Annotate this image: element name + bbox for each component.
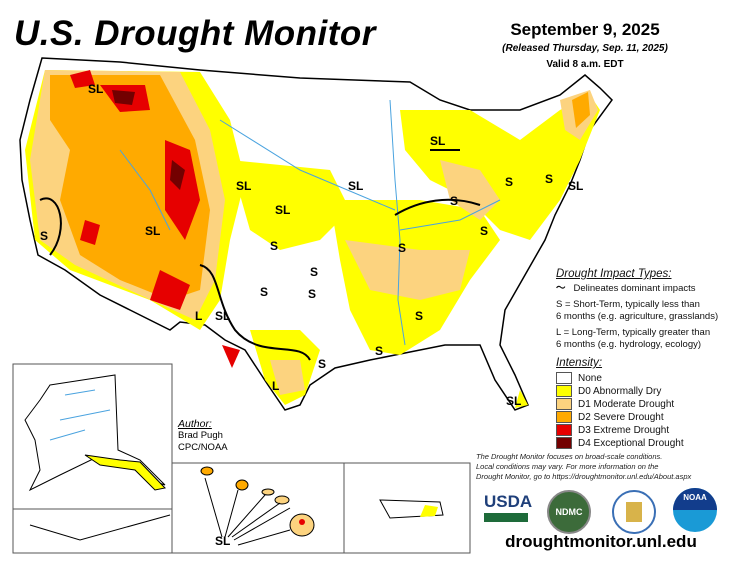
legend-item-d1: D1 Moderate Drought <box>556 398 718 411</box>
impact-label: SL <box>88 82 103 96</box>
impact-label: L <box>195 309 202 323</box>
impact-label: S <box>40 229 48 243</box>
impact-label: S <box>270 239 278 253</box>
long-term-text-1: L = Long-Term, typically greater than <box>556 327 711 338</box>
impact-label: S <box>375 344 383 358</box>
legend: Drought Impact Types: 〜 Delineates domina… <box>556 268 718 450</box>
valid-time: Valid 8 a.m. EDT <box>546 59 624 70</box>
swatch <box>556 411 572 424</box>
intensity-heading: Intensity: <box>556 357 603 369</box>
puerto-rico-inset <box>343 462 471 554</box>
noaa-logo: NOAA <box>673 488 717 532</box>
legend-label: D4 Exceptional Drought <box>578 438 684 449</box>
legend-item-d3: D3 Extreme Drought <box>556 424 718 437</box>
author-heading: Author: <box>178 418 212 430</box>
legend-label: D0 Abnormally Dry <box>578 386 662 397</box>
impact-label: SL <box>145 224 160 238</box>
impact-label: S <box>545 172 553 186</box>
boundary-line-icon: 〜 <box>556 283 566 294</box>
author-org: CPC/NOAA <box>178 442 228 453</box>
impact-label: SL <box>236 179 251 193</box>
author-name: Brad Pugh <box>178 430 223 441</box>
disclaimer-line: The Drought Monitor focuses on broad-sca… <box>476 452 663 461</box>
d4-areas <box>112 90 185 190</box>
impact-label: S <box>450 194 458 208</box>
impact-label: S <box>260 285 268 299</box>
website-url[interactable]: droughtmonitor.unl.edu <box>505 532 697 551</box>
impact-label: SL <box>430 134 445 148</box>
legend-label: None <box>578 373 602 384</box>
legend-item-d4: D4 Exceptional Drought <box>556 437 718 450</box>
release-date: (Released Thursday, Sep. 11, 2025) <box>502 43 668 54</box>
impact-label: SL <box>215 534 230 548</box>
impact-label: S <box>308 287 316 301</box>
legend-label: D3 Extreme Drought <box>578 425 670 436</box>
aleutians-inset <box>12 508 173 554</box>
commerce-seal-logo <box>612 490 656 534</box>
usda-logo: USDA <box>484 492 532 522</box>
legend-item-d2: D2 Severe Drought <box>556 411 718 424</box>
map-title: U.S. Drought Monitor <box>14 14 376 53</box>
long-term-text-2: 6 months (e.g. hydrology, ecology) <box>556 339 702 350</box>
swatch <box>556 437 572 450</box>
impact-label: SL <box>568 179 583 193</box>
impact-types-heading: Drought Impact Types: <box>556 268 672 280</box>
legend-item-d0: D0 Abnormally Dry <box>556 385 718 398</box>
short-term-text-2: 6 months (e.g. agriculture, grasslands) <box>556 311 719 322</box>
map-date: September 9, 2025 <box>510 20 660 39</box>
ndmc-logo: NDMC <box>547 490 591 534</box>
impact-label: SL <box>215 309 230 323</box>
swatch <box>556 398 572 411</box>
legend-item-none: None <box>556 372 718 385</box>
swatch <box>556 372 572 385</box>
swatch <box>556 424 572 437</box>
impact-label: S <box>415 309 423 323</box>
rivers <box>119 99 501 346</box>
impact-boundary-lines <box>39 149 481 361</box>
usda-logo-text: USDA <box>484 492 533 511</box>
noaa-logo-text: NOAA <box>673 488 717 510</box>
impact-label: L <box>272 379 279 393</box>
d2-areas <box>50 75 590 300</box>
impact-label: S <box>310 265 318 279</box>
author-block: Author: Brad Pugh CPC/NOAA <box>178 418 228 454</box>
impact-label: S <box>398 241 406 255</box>
impact-label: SL <box>275 203 290 217</box>
delineates-row: 〜 Delineates dominant impacts <box>556 283 718 295</box>
impact-label: SL <box>506 394 521 408</box>
short-term-text-1: S = Short-Term, typically less than <box>556 299 700 310</box>
impact-label: S <box>480 224 488 238</box>
disclaimer-line: Drought Monitor, go to https://droughtmo… <box>476 472 692 481</box>
impact-label: S <box>318 357 326 371</box>
disclaimer-line: Local conditions may vary. For more info… <box>476 462 659 471</box>
impact-label: SL <box>348 179 363 193</box>
legend-label: D2 Severe Drought <box>578 412 664 423</box>
impact-label: S <box>505 175 513 189</box>
legend-label: D1 Moderate Drought <box>578 399 675 410</box>
swatch <box>556 385 572 398</box>
disclaimer: The Drought Monitor focuses on broad-sca… <box>476 452 726 482</box>
delineates-text: Delineates dominant impacts <box>573 283 696 294</box>
